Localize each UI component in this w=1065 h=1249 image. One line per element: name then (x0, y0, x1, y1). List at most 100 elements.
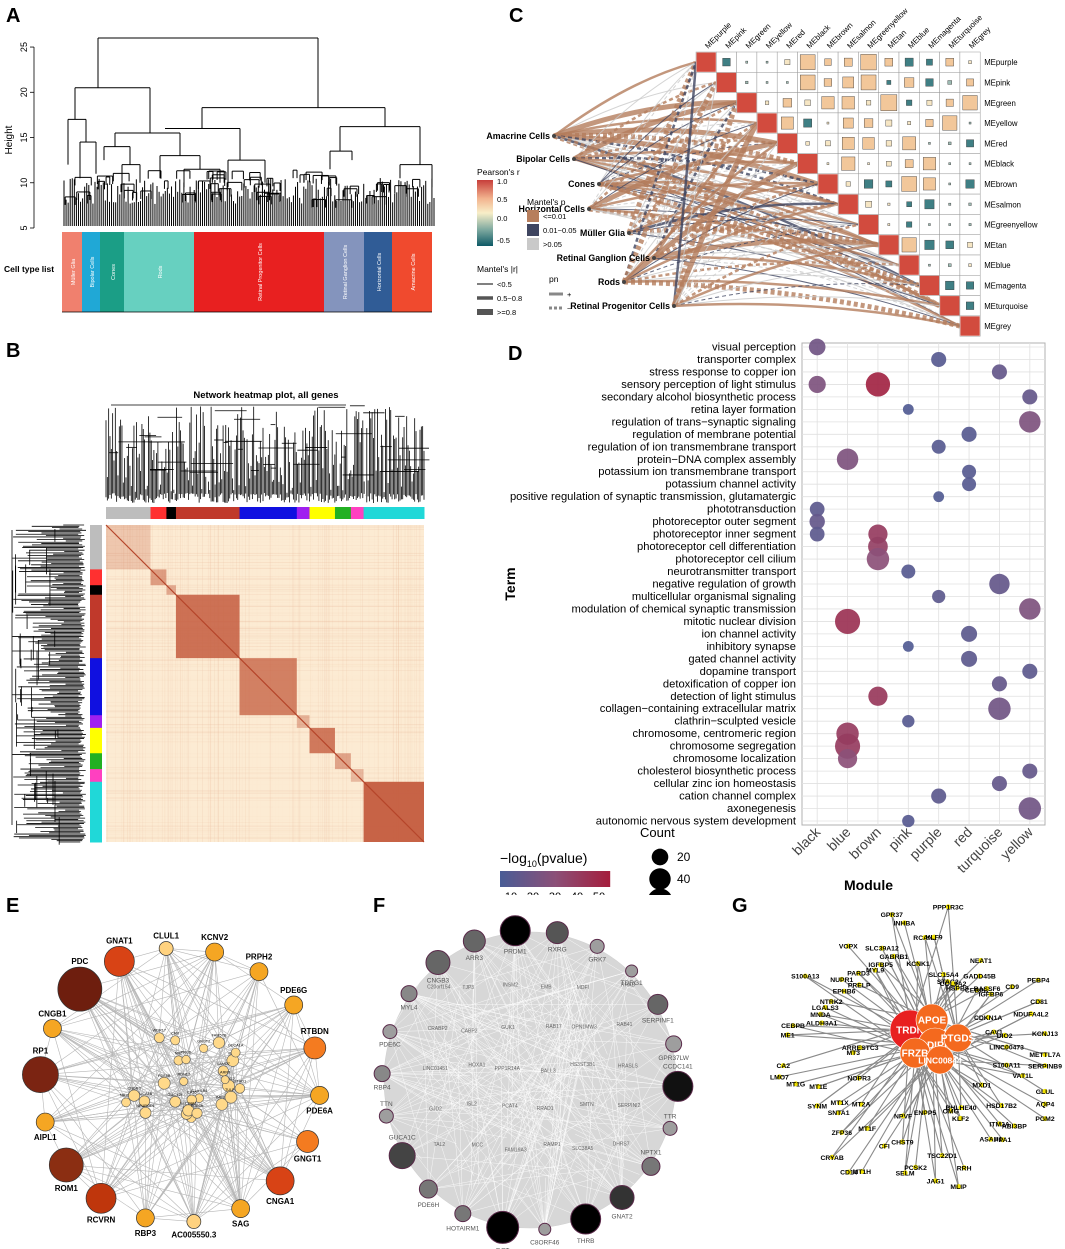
hub-node-label: PTGDS (941, 1034, 976, 1045)
module-bar-segment (90, 715, 102, 729)
x-axis-title: Module (844, 877, 893, 893)
row-label: MEturquoise (984, 302, 1028, 311)
matrix-square (924, 239, 935, 250)
outer-node-label: CD14 (840, 1170, 858, 1177)
network-edge (502, 989, 586, 1228)
network-edge (544, 1013, 574, 1230)
outer-node-label: COL9A2 (940, 981, 967, 988)
outer-node (1004, 1062, 1010, 1068)
outer-node (158, 941, 174, 956)
network-edge (474, 940, 561, 1184)
cell-type-label: Cones (111, 264, 117, 280)
color-legend-gradient (512, 871, 514, 887)
y-category-label: phototransduction (707, 504, 796, 516)
network-edge (193, 1097, 232, 1222)
network-edge (100, 1101, 176, 1199)
network-edge (66, 1110, 189, 1166)
matrix-square (805, 141, 810, 146)
outer-node (382, 1024, 398, 1040)
network-edge (52, 1028, 192, 1100)
network-edge (119, 961, 189, 1111)
inner-node-label: C20orf154 (427, 985, 451, 991)
y-category-label: potassium channel activity (665, 479, 796, 491)
outer-node (1042, 1116, 1048, 1122)
outer-node-label: PDC (71, 957, 88, 966)
network-edge (428, 1164, 566, 1190)
outer-node-label: SLC39A12 (865, 946, 899, 953)
color-legend-gradient (505, 871, 507, 887)
cell-type-label: Rods (598, 277, 620, 287)
color-legend-gradient (551, 871, 553, 887)
inner-node-label: GNGT2 (197, 1039, 210, 1043)
matrix-square (906, 99, 913, 106)
color-legend-gradient (561, 871, 563, 887)
network-edge (223, 1070, 320, 1096)
outer-node-label: RBP3 (135, 1229, 157, 1238)
outer-node (641, 1156, 661, 1176)
outer-node (425, 950, 451, 976)
outer-node (499, 915, 531, 947)
network-edge (443, 932, 558, 1143)
y-category-label: neurotransmitter transport (667, 566, 797, 578)
network-edge (190, 952, 215, 1118)
y-category-label: detoxification of copper ion (663, 678, 796, 690)
outer-node-label: DCT (496, 1247, 509, 1249)
network-edge (544, 1177, 546, 1230)
inner-node-label: ARR3 (220, 1071, 230, 1075)
outer-node-label: TSC22D1 (927, 1153, 957, 1160)
network-edge (500, 1068, 503, 1228)
network-edge (386, 1115, 507, 1139)
outer-node (418, 1179, 438, 1199)
matrix-square (925, 78, 934, 87)
network-edge (502, 1142, 563, 1228)
legend-p-swatch-3 (527, 238, 539, 250)
dot-point (809, 526, 825, 542)
network-edge (145, 1104, 223, 1219)
dot-point (866, 547, 890, 571)
network-edge (386, 1030, 544, 1117)
color-legend-gradient (533, 871, 535, 887)
panel-b-heatmap-matrix (105, 524, 425, 843)
module-bar-segment (106, 507, 152, 519)
network-edge (557, 932, 608, 1055)
matrix-square (841, 156, 856, 171)
mantel-link (553, 81, 717, 137)
panel-a-ylabel: Height (4, 125, 15, 154)
color-legend-tick: 50 (593, 891, 605, 895)
y-category-label: regulation of trans−synaptic signaling (612, 416, 796, 428)
network-edge (79, 989, 195, 1222)
color-legend-gradient (573, 871, 575, 887)
color-legend-gradient (581, 871, 583, 887)
mantel-link (621, 81, 719, 283)
network-edge (382, 984, 589, 1074)
color-legend-tick: 40 (571, 891, 583, 895)
dot-point (932, 589, 946, 604)
network-edge (174, 1101, 195, 1222)
network-edge (462, 1176, 600, 1214)
dot-point (836, 448, 859, 470)
outer-node-label: HSD17B2 (986, 1103, 1017, 1110)
color-legend-gradient (520, 871, 522, 887)
color-legend-gradient (508, 871, 510, 887)
outer-node-label: SELM (896, 1170, 915, 1177)
legend-p-swatch-1 (527, 210, 539, 222)
cell-type-label: Müller Glia (580, 228, 625, 238)
color-legend-gradient (532, 871, 534, 887)
cell-type-anchor (552, 134, 556, 138)
outer-node-label: ABI3BP (1002, 1123, 1027, 1130)
inner-node-label: CABP2 (461, 1028, 478, 1034)
network-edge (186, 1047, 315, 1115)
network-edge (610, 1088, 623, 1198)
color-legend-gradient (516, 871, 518, 887)
outer-node (205, 942, 224, 962)
dot-point (1022, 389, 1038, 405)
color-legend-gradient (510, 871, 512, 887)
matrix-square (823, 78, 832, 87)
inner-node-label: RDH12 (178, 1072, 190, 1076)
outer-node (48, 1147, 84, 1183)
color-legend-gradient (586, 871, 588, 887)
outer-node (941, 971, 947, 977)
matrix-square (884, 58, 893, 67)
matrix-diagonal-cell (960, 316, 980, 336)
network-edge (183, 1081, 320, 1096)
